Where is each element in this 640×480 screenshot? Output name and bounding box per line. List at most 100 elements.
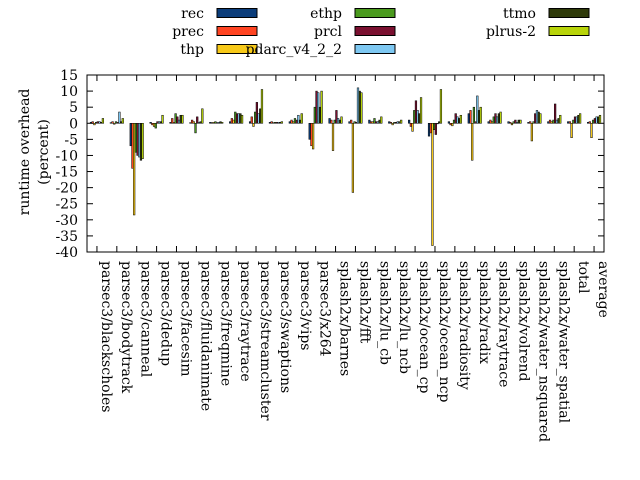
bar-rec-9 — [268, 122, 272, 124]
bar-ttmo-19 — [477, 110, 481, 124]
bar-ttmo-6 — [219, 121, 222, 124]
bar-pdarc_v4_2_2-22 — [535, 110, 539, 124]
bar-rec-16 — [408, 119, 411, 124]
bar-plrus-2-10 — [300, 113, 303, 124]
bars — [89, 87, 602, 246]
bar-plrus-2-23 — [559, 114, 562, 124]
legend-swatch-pdarc_v4_2_2 — [354, 44, 396, 54]
bar-prcl-18 — [454, 113, 457, 124]
bar-prec-23 — [548, 119, 552, 124]
x-tick-label-6: parsec3/freqmine — [217, 261, 233, 386]
bar-ttmo-2 — [139, 123, 143, 161]
bar-thp-11 — [312, 123, 315, 150]
bar-prcl-7 — [235, 113, 239, 124]
bar-rec-8 — [248, 121, 252, 124]
bar-prcl-24 — [573, 116, 577, 124]
bar-ttmo-13 — [358, 90, 361, 124]
bar-prec-18 — [449, 123, 452, 126]
bar-prcl-6 — [216, 122, 219, 124]
bar-prec-17 — [429, 123, 432, 134]
bar-rec-22 — [527, 122, 530, 124]
bar-ethp-11 — [313, 106, 316, 124]
bar-prec-11 — [310, 123, 313, 147]
bar-prcl-15 — [394, 122, 398, 124]
bar-thp-15 — [391, 123, 394, 126]
bar-pdarc_v4_2_2-8 — [257, 113, 260, 124]
bar-rec-15 — [388, 121, 391, 124]
bar-plrus-2-8 — [260, 89, 264, 124]
bar-pdarc_v4_2_2-4 — [177, 119, 181, 124]
bar-prec-22 — [529, 121, 532, 124]
bar-plrus-2-12 — [340, 116, 343, 124]
y-tick-label-3: 0 — [69, 116, 78, 132]
bar-ethp-4 — [174, 113, 177, 124]
bar-thp-9 — [272, 122, 275, 124]
bar-prec-16 — [409, 123, 412, 127]
bar-pdarc_v4_2_2-15 — [396, 121, 399, 124]
bar-prcl-3 — [156, 121, 159, 124]
bar-thp-5 — [192, 121, 195, 124]
y-tick-label-7: -20 — [55, 181, 78, 197]
bar-rec-5 — [189, 122, 192, 124]
bar-plrus-2-17 — [439, 89, 443, 124]
y-axis-title-line2: (percent) — [36, 119, 52, 185]
bar-prcl-10 — [295, 119, 298, 124]
bar-rec-7 — [229, 121, 232, 124]
legend-label-thp: thp — [180, 42, 204, 58]
bar-thp-12 — [331, 123, 335, 151]
bar-prec-10 — [290, 119, 293, 124]
bar-ethp-9 — [273, 122, 277, 124]
bar-ethp-12 — [333, 119, 336, 124]
bar-prcl-11 — [315, 90, 318, 124]
bar-thp-16 — [411, 123, 414, 132]
bar-plrus-2-7 — [240, 114, 244, 124]
bar-ethp-21 — [512, 121, 515, 124]
bar-prec-8 — [250, 116, 253, 124]
bar-ttmo-18 — [458, 118, 461, 124]
bar-prcl-8 — [255, 102, 258, 124]
bar-prec-15 — [389, 122, 393, 124]
legend-swatch-plrus-2 — [548, 26, 590, 36]
bar-prcl-13 — [355, 122, 358, 124]
bar-pdarc_v4_2_2-13 — [356, 87, 360, 124]
bar-ttmo-25 — [597, 116, 600, 124]
bar-thp-8 — [252, 123, 255, 127]
bar-plrus-2-24 — [579, 113, 582, 124]
bar-rec-2 — [129, 123, 132, 147]
legend-label-prcl: prcl — [314, 24, 342, 40]
x-tick-label-13: splash2x/fft — [356, 261, 372, 344]
bar-plrus-2-9 — [280, 121, 283, 124]
bar-rec-23 — [547, 121, 550, 124]
bar-prec-0 — [91, 121, 94, 124]
x-tick-label-17: splash2x/ocean_ncp — [436, 261, 452, 402]
bar-ttmo-14 — [378, 119, 381, 124]
bar-rec-12 — [328, 118, 331, 124]
bar-plrus-2-25 — [598, 114, 602, 124]
bar-rec-3 — [149, 122, 152, 124]
bar-rec-18 — [447, 121, 451, 124]
bar-rec-21 — [507, 121, 510, 124]
bar-plrus-2-4 — [181, 114, 184, 124]
bar-rec-4 — [169, 122, 172, 124]
bar-ttmo-7 — [239, 113, 242, 124]
x-tick-label-23: splash2x/water_spatial — [555, 261, 571, 424]
bar-ttmo-8 — [259, 108, 262, 124]
bar-thp-7 — [232, 119, 235, 124]
bar-pdarc_v4_2_2-9 — [277, 122, 280, 124]
bar-plrus-2-6 — [221, 122, 224, 124]
bar-ttmo-21 — [517, 119, 520, 124]
legend: rec prec thp ethp prcl pdarc_v4_2_2 ttmo plrus-… — [172, 6, 590, 58]
bar-thp-6 — [212, 122, 215, 124]
bar-pdarc_v4_2_2-1 — [118, 111, 121, 124]
bar-plrus-2-3 — [161, 114, 164, 124]
bar-prcl-22 — [534, 113, 537, 124]
bar-prcl-9 — [275, 122, 278, 124]
bar-ttmo-20 — [497, 113, 500, 124]
bar-pdarc_v4_2_2-6 — [217, 122, 220, 124]
bar-rec-1 — [109, 122, 112, 124]
x-tick-label-3: parsec3/dedup — [158, 261, 174, 366]
bar-ttmo-5 — [199, 121, 202, 124]
y-tick-label-0: 15 — [60, 68, 78, 84]
